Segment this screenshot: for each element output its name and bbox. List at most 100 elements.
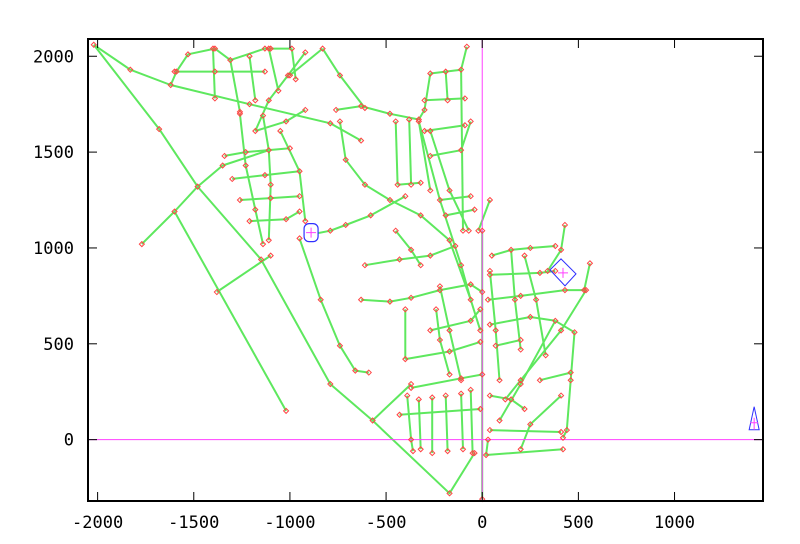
pipe xyxy=(255,109,306,132)
junction xyxy=(246,100,253,108)
junction xyxy=(427,252,434,259)
junction xyxy=(486,196,494,204)
junction xyxy=(361,181,369,188)
junction xyxy=(361,104,369,112)
junction xyxy=(446,237,453,244)
junction xyxy=(471,449,478,457)
junction xyxy=(507,396,515,403)
junction xyxy=(536,269,544,277)
y-tick-label: 2000 xyxy=(33,47,74,67)
pipe xyxy=(298,238,369,374)
junction xyxy=(173,68,180,75)
junction xyxy=(369,417,376,424)
junction xyxy=(282,215,290,223)
x-tick-label: 500 xyxy=(563,513,594,533)
junction xyxy=(267,252,274,259)
y-tick-label: 500 xyxy=(43,335,74,355)
junction xyxy=(417,262,424,269)
junction xyxy=(242,162,249,169)
junction xyxy=(394,181,401,188)
junction xyxy=(507,246,515,254)
junction xyxy=(213,288,221,296)
junction xyxy=(442,68,449,75)
pipe xyxy=(93,43,362,142)
pipe xyxy=(430,308,482,332)
pipe xyxy=(399,408,481,416)
junction xyxy=(571,329,578,336)
junction xyxy=(517,346,524,353)
reservoir-cross-icon xyxy=(558,267,568,278)
junction xyxy=(511,296,519,303)
y-tick-label: 1500 xyxy=(33,143,74,163)
junction xyxy=(407,181,415,188)
pipe xyxy=(430,46,468,75)
junction xyxy=(407,246,415,254)
junction xyxy=(327,380,334,388)
junction xyxy=(465,227,472,234)
junction xyxy=(484,436,492,443)
junction xyxy=(459,446,467,453)
junction xyxy=(342,156,349,163)
junction xyxy=(486,321,494,328)
junction xyxy=(427,127,434,135)
junction xyxy=(429,394,436,401)
pipe xyxy=(406,395,414,452)
pipe xyxy=(394,121,399,185)
pipe xyxy=(361,283,483,303)
x-tick-label: -1000 xyxy=(264,513,315,533)
junction xyxy=(479,371,486,378)
tank-cross-icon xyxy=(306,227,317,238)
junction xyxy=(486,426,494,434)
junction xyxy=(479,288,486,296)
junction xyxy=(90,41,97,48)
junction xyxy=(286,72,294,79)
junction xyxy=(357,296,365,303)
junction xyxy=(296,168,303,175)
junction xyxy=(457,377,465,384)
junction xyxy=(292,76,299,83)
junction xyxy=(402,192,409,200)
junction xyxy=(467,386,474,394)
pipe xyxy=(435,309,451,375)
plot-frame xyxy=(87,38,764,502)
junction xyxy=(319,45,326,52)
junction xyxy=(563,426,571,434)
pipe xyxy=(335,105,419,121)
junction xyxy=(184,51,192,58)
junction xyxy=(559,434,567,441)
junction xyxy=(265,237,272,244)
junction xyxy=(477,405,484,413)
junction xyxy=(227,56,234,64)
junction xyxy=(417,179,424,186)
junction xyxy=(267,45,274,52)
junction xyxy=(471,206,478,213)
junction xyxy=(396,411,403,418)
pipe xyxy=(539,371,571,382)
junction xyxy=(496,417,503,424)
junction xyxy=(236,196,244,204)
pipe xyxy=(487,289,587,301)
pipe xyxy=(504,289,587,401)
junction xyxy=(282,118,290,125)
junction xyxy=(194,183,201,190)
pipe xyxy=(238,113,264,245)
junction xyxy=(357,137,365,144)
junction xyxy=(421,97,428,104)
x-tick-label: 1000 xyxy=(654,513,695,533)
pipe xyxy=(249,210,300,223)
junction xyxy=(405,116,413,123)
junction xyxy=(277,127,284,135)
pipe xyxy=(519,394,562,450)
pipe xyxy=(141,149,270,245)
junction xyxy=(492,327,499,334)
pipe xyxy=(438,286,463,381)
junction xyxy=(557,246,565,254)
junction xyxy=(209,45,217,52)
junction xyxy=(557,327,565,334)
junction xyxy=(457,375,465,382)
x-tick-label: -2000 xyxy=(72,513,123,533)
junction xyxy=(477,338,484,346)
pipe xyxy=(444,71,449,101)
junction xyxy=(259,240,267,248)
junction xyxy=(336,72,344,79)
